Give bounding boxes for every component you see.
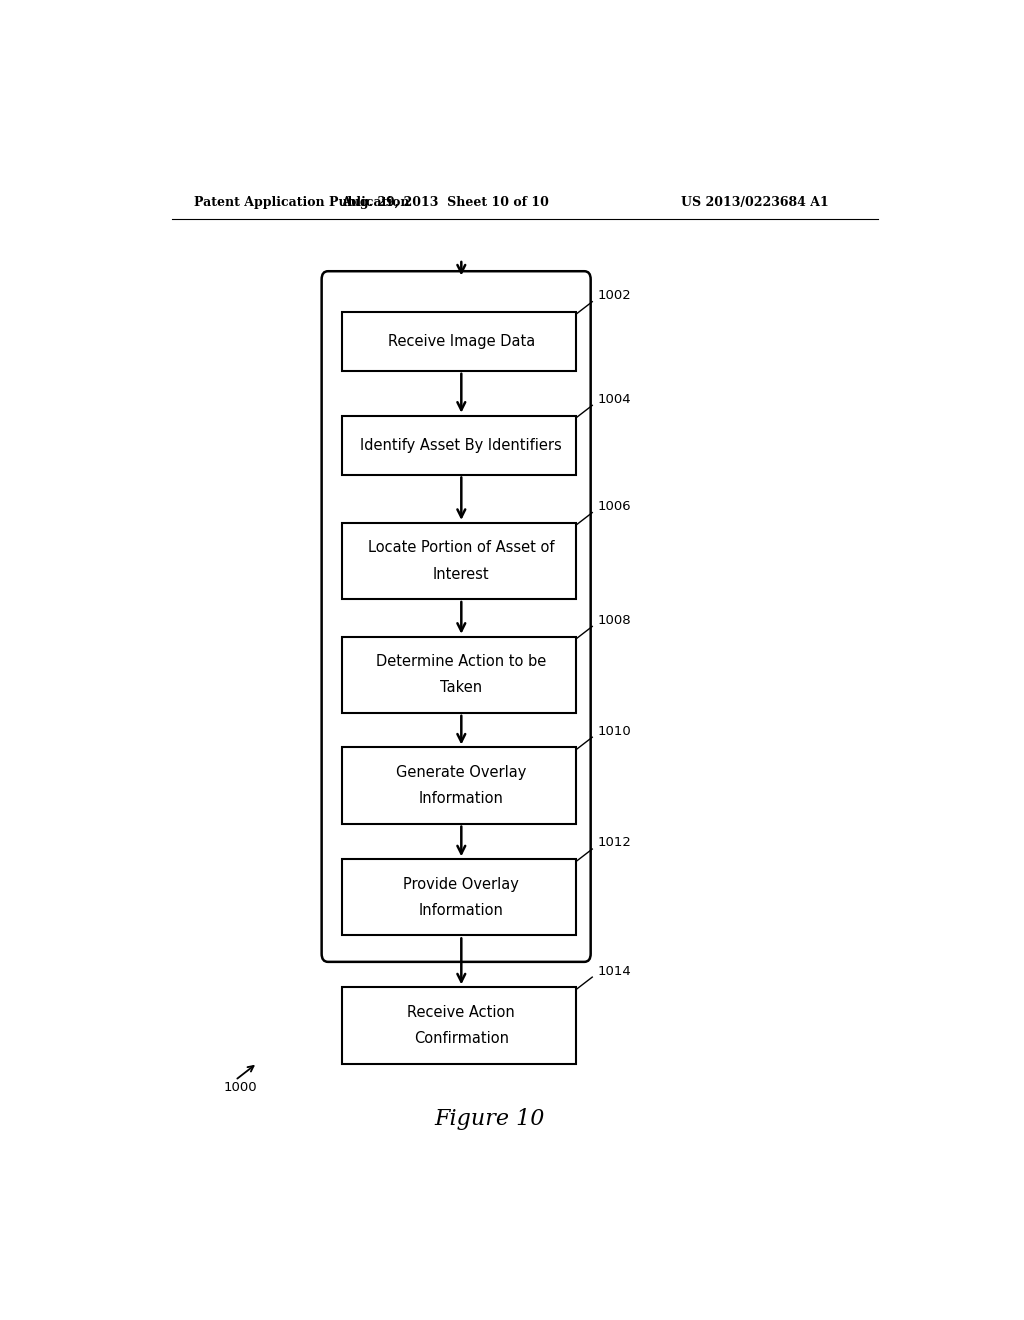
Text: Figure 10: Figure 10	[434, 1107, 545, 1130]
Bar	[342, 859, 577, 936]
Text: Receive Image Data: Receive Image Data	[388, 334, 535, 348]
Text: Information: Information	[419, 903, 504, 917]
Text: Generate Overlay: Generate Overlay	[396, 764, 526, 780]
Text: Confirmation: Confirmation	[414, 1031, 509, 1047]
Text: 1012: 1012	[598, 837, 632, 850]
Text: Identify Asset By Identifiers: Identify Asset By Identifiers	[360, 437, 562, 453]
Bar	[342, 747, 577, 824]
Text: Determine Action to be: Determine Action to be	[376, 653, 547, 669]
Text: Locate Portion of Asset of: Locate Portion of Asset of	[368, 540, 555, 556]
Text: 1000: 1000	[223, 1081, 257, 1094]
Text: 1010: 1010	[598, 725, 632, 738]
Text: 1006: 1006	[598, 500, 632, 513]
Bar	[342, 312, 577, 371]
Text: 1004: 1004	[598, 393, 632, 405]
Text: Interest: Interest	[433, 566, 489, 582]
Text: 1002: 1002	[598, 289, 632, 302]
Text: Provide Overlay: Provide Overlay	[403, 876, 519, 891]
Text: Taken: Taken	[440, 680, 482, 696]
Bar	[342, 636, 577, 713]
Text: 1014: 1014	[598, 965, 632, 978]
Text: Receive Action: Receive Action	[408, 1005, 515, 1019]
Bar	[342, 416, 577, 474]
Bar	[342, 987, 577, 1064]
Bar	[342, 523, 577, 599]
Text: Aug. 29, 2013  Sheet 10 of 10: Aug. 29, 2013 Sheet 10 of 10	[341, 195, 550, 209]
Text: Information: Information	[419, 791, 504, 807]
Text: 1008: 1008	[598, 614, 632, 627]
Text: US 2013/0223684 A1: US 2013/0223684 A1	[681, 195, 828, 209]
Text: Patent Application Publication: Patent Application Publication	[194, 195, 410, 209]
